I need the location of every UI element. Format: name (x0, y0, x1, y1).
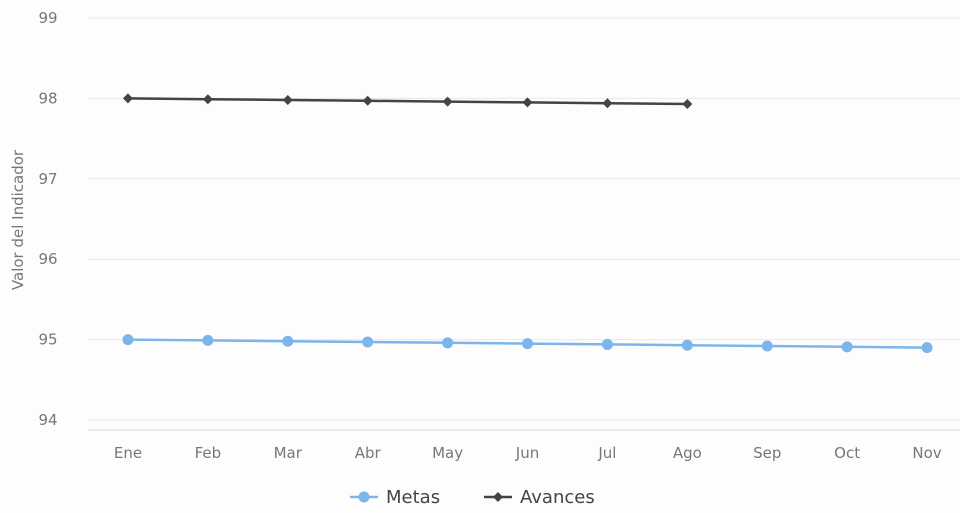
data-point-metas (122, 334, 134, 346)
data-point-avances (122, 93, 133, 104)
data-point-avances (602, 98, 613, 109)
grid-lines (88, 17, 960, 421)
data-point-avances (442, 96, 453, 107)
x-tick-label: May (432, 444, 463, 462)
legend-marker-avances (493, 492, 503, 502)
data-point-metas (921, 342, 933, 354)
data-point-metas (841, 341, 853, 353)
x-tick-label: Nov (912, 444, 941, 462)
x-tick-label: Feb (195, 444, 222, 462)
data-point-metas (282, 335, 294, 347)
legend-item-metas[interactable]: Metas (350, 487, 440, 508)
y-tick-label: 94 (38, 411, 57, 429)
x-tick-label: Jul (597, 444, 616, 462)
legend-label-avances: Avances (520, 487, 595, 508)
y-axis-title: Valor del Indicador (9, 149, 27, 290)
x-tick-label: Oct (834, 444, 860, 462)
x-tick-label: Sep (753, 444, 781, 462)
data-point-metas (202, 334, 214, 346)
data-point-metas (761, 340, 773, 352)
legend-item-avances[interactable]: Avances (484, 487, 595, 508)
y-tick-label: 97 (38, 170, 57, 188)
x-tick-label: Ago (673, 444, 702, 462)
series-line-avances (126, 97, 689, 106)
y-tick-label: 95 (38, 331, 57, 349)
legend-marker-metas (358, 491, 370, 503)
data-point-metas (522, 338, 533, 350)
data-point-metas (681, 339, 693, 351)
x-tick-label: Jun (515, 444, 539, 462)
data-point-avances (202, 94, 213, 105)
legend[interactable]: Metas Avances (350, 487, 595, 508)
y-tick-label: 96 (38, 250, 57, 268)
x-tick-label: Abr (355, 444, 382, 462)
y-tick-label: 99 (38, 9, 57, 27)
y-axis: 94 95 96 97 98 99 (38, 9, 57, 429)
data-point-avances (282, 95, 293, 106)
data-point-avances (362, 95, 373, 106)
legend-label-metas: Metas (386, 487, 440, 508)
data-point-metas (362, 336, 374, 348)
data-point-metas (601, 338, 613, 350)
series-layer (122, 93, 933, 354)
data-point-avances (522, 97, 533, 108)
data-point-avances (682, 99, 693, 110)
x-tick-label: Mar (274, 444, 303, 462)
x-tick-label: Ene (114, 444, 142, 462)
x-axis: Ene Feb Mar Abr May Jun Jul Ago Sep Oct Nov (88, 429, 960, 462)
y-tick-label: 98 (38, 89, 57, 107)
data-point-metas (442, 337, 454, 349)
